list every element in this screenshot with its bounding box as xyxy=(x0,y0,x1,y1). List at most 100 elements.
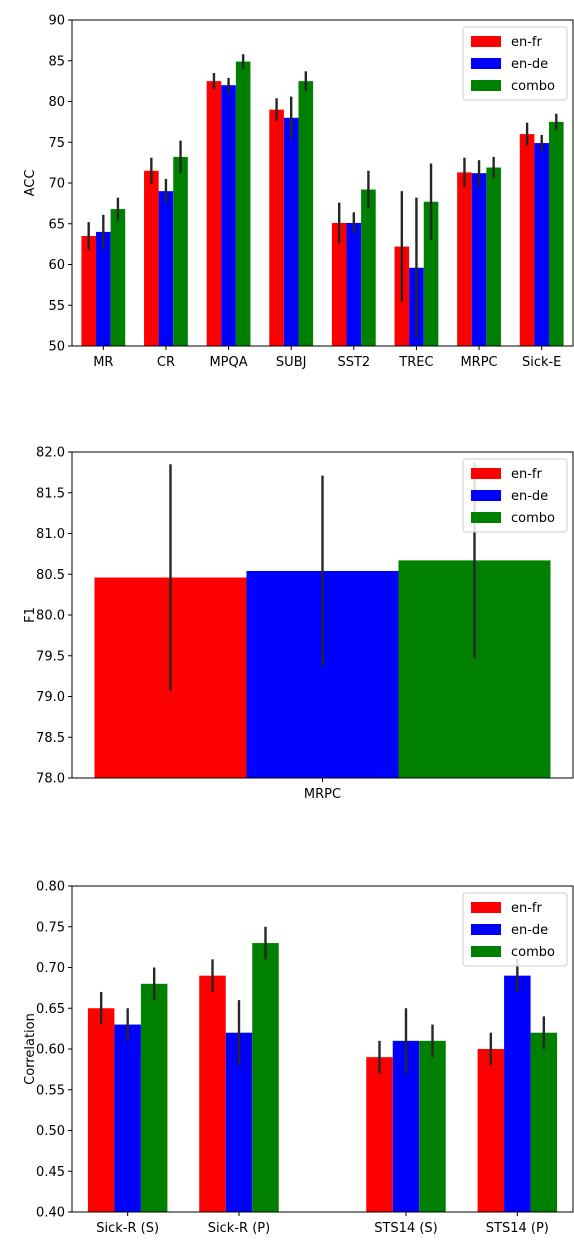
legend-label-combo: combo xyxy=(511,79,555,94)
y-tick-label: 78.5 xyxy=(36,731,65,746)
x-tick-label: SST2 xyxy=(337,355,370,370)
bar-en-fr-cr xyxy=(144,170,159,346)
bar-en-fr-mr xyxy=(81,235,97,346)
bar-en-de-sick-r-s- xyxy=(114,1024,141,1212)
bar-combo-subj xyxy=(298,81,314,346)
y-tick-label: 78.0 xyxy=(36,772,65,787)
x-tick-label: CR xyxy=(157,355,175,370)
y-tick-label: 50 xyxy=(48,340,65,355)
chart-panel-3: 0.40 0.45 0.50 0.55 0.60 0.65 0.70 0.75 0.80 Sick… xyxy=(23,880,574,1236)
y-tick-label: 65 xyxy=(48,217,65,232)
legend: en-fr en-de combo xyxy=(462,26,568,101)
y-tick-label: 0.40 xyxy=(36,1206,65,1221)
y-tick-label: 55 xyxy=(48,299,65,314)
bar-en-fr-sick-r-s- xyxy=(87,1008,115,1212)
legend-label-combo: combo xyxy=(511,511,555,526)
bar-combo-sick-r-p- xyxy=(252,943,279,1212)
bar-combo-sts14-s- xyxy=(419,1040,446,1212)
y-tick-label: 0.60 xyxy=(36,1043,65,1058)
legend-swatch-en-fr xyxy=(471,36,501,47)
bar-en-de-sick-e xyxy=(534,143,549,346)
legend-label-en-de: en-de xyxy=(511,923,548,938)
y-tick-label: 82.0 xyxy=(36,446,65,461)
bar-combo-mrpc xyxy=(486,167,501,346)
legend-swatch-combo xyxy=(471,946,501,957)
y-axis-label: Correlation xyxy=(23,1013,38,1085)
legend-swatch-combo xyxy=(471,512,501,523)
y-tick-label: 0.45 xyxy=(36,1165,65,1180)
bar-combo-sick-e xyxy=(548,121,564,346)
x-tick-label: Sick-R (P) xyxy=(208,1221,270,1236)
y-tick-label: 0.80 xyxy=(36,880,65,895)
y-tick-label: 0.75 xyxy=(36,920,65,935)
legend-swatch-en-de xyxy=(471,58,501,69)
legend-label-en-fr: en-fr xyxy=(511,467,543,482)
legend-swatch-en-fr xyxy=(471,468,501,479)
y-tick-label: 70 xyxy=(48,177,65,192)
y-axis-label: ACC xyxy=(23,170,38,197)
y-tick-label: 85 xyxy=(48,54,65,69)
bar-combo-mpqa xyxy=(235,61,251,346)
y-tick-label: 0.50 xyxy=(36,1124,65,1139)
bar-en-de-sst2 xyxy=(346,222,362,346)
y-tick-label: 90 xyxy=(48,14,65,29)
bar-combo-sick-r-s- xyxy=(140,983,168,1212)
y-tick-label: 0.65 xyxy=(36,1002,65,1017)
y-tick-label: 80.0 xyxy=(36,609,65,624)
legend: en-fr en-de combo xyxy=(462,458,568,533)
x-tick-label: STS14 (P) xyxy=(486,1221,549,1236)
bar-en-de-mpqa xyxy=(221,85,236,346)
legend: en-fr en-de combo xyxy=(462,892,568,967)
bar-en-de-cr xyxy=(158,191,174,346)
bar-en-fr-sts14-s- xyxy=(366,1057,393,1212)
legend-label-en-de: en-de xyxy=(511,489,548,504)
y-tick-label: 80.5 xyxy=(36,568,65,583)
x-tick-label: SUBJ xyxy=(276,355,307,370)
legend-swatch-en-fr xyxy=(471,902,501,913)
bar-en-fr-mrpc xyxy=(457,172,472,346)
x-tick-label: Sick-R (S) xyxy=(96,1221,159,1236)
x-tick-label: STS14 (S) xyxy=(374,1221,438,1236)
bar-en-fr-mpqa xyxy=(206,81,222,346)
bar-en-fr-sts14-p- xyxy=(477,1049,505,1212)
bar-en-de-mrpc xyxy=(471,173,487,346)
bar-combo-mr xyxy=(110,209,126,346)
y-tick-label: 81.5 xyxy=(36,486,65,501)
bar-en-fr-subj xyxy=(269,109,284,347)
y-tick-label: 79.0 xyxy=(36,690,65,705)
x-tick-label: MR xyxy=(93,355,113,370)
bar-en-fr-sst2 xyxy=(331,222,347,346)
legend-swatch-en-de xyxy=(471,924,501,935)
bar-combo-cr xyxy=(173,156,188,346)
legend-label-en-de: en-de xyxy=(511,57,548,72)
legend-swatch-combo xyxy=(471,80,501,91)
bar-en-de-sts14-p- xyxy=(504,975,531,1212)
y-tick-label: 79.5 xyxy=(36,649,65,664)
y-tick-label: 0.55 xyxy=(36,1083,65,1098)
chart-panel-1: 50 55 60 65 70 75 80 85 90 MR CR MPQA SUBJ SST2 TREC MR… xyxy=(23,14,574,370)
bar-en-de-subj xyxy=(283,117,299,346)
x-tick-label: TREC xyxy=(398,355,433,370)
y-axis-label: F1 xyxy=(23,607,38,623)
bar-combo-trec xyxy=(423,201,439,346)
legend-swatch-en-de xyxy=(471,490,501,501)
bar-en-fr-sick-r-p- xyxy=(199,975,226,1212)
bar-combo-sst2 xyxy=(361,189,376,346)
bar-en-fr-sick-e xyxy=(519,134,535,346)
chart-panel-2: 78.0 78.5 79.0 79.5 80.0 80.5 81.0 81.5 82.0 MRPC… xyxy=(23,446,574,802)
y-tick-label: 0.70 xyxy=(36,961,65,976)
bar-combo-sts14-p- xyxy=(530,1032,558,1212)
bar-en-de-mr xyxy=(96,231,111,346)
x-tick-label: MRPC xyxy=(304,787,341,802)
legend-label-en-fr: en-fr xyxy=(511,901,543,916)
y-tick-label: 80 xyxy=(48,95,65,110)
legend-label-combo: combo xyxy=(511,945,555,960)
y-tick-label: 60 xyxy=(48,258,65,273)
x-tick-label: MRPC xyxy=(460,355,497,370)
x-tick-label: Sick-E xyxy=(522,355,561,370)
y-tick-label: 81.0 xyxy=(36,527,65,542)
y-tick-label: 75 xyxy=(48,136,65,151)
legend-label-en-fr: en-fr xyxy=(511,35,543,50)
